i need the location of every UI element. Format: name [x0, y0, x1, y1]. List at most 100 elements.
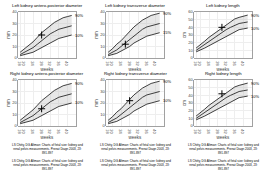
svg-text:30: 30: [12, 21, 17, 26]
svg-text:90%: 90%: [251, 81, 259, 86]
svg-text:10%: 10%: [75, 33, 83, 38]
svg-text:28: 28: [127, 129, 132, 134]
svg-text:40: 40: [64, 61, 69, 66]
svg-text:40: 40: [188, 25, 193, 30]
svg-text:36: 36: [232, 61, 237, 66]
svg-text:LS Chitty, DG Altman: Charts o: LS Chitty, DG Altman: Charts of fetal si…: [188, 143, 259, 155]
svg-text:0: 0: [14, 123, 17, 128]
svg-text:mm: mm: [94, 99, 99, 107]
svg-text:40: 40: [12, 77, 17, 82]
svg-text:20: 20: [12, 32, 17, 37]
svg-text:20: 20: [109, 61, 114, 66]
svg-text:40: 40: [100, 9, 105, 14]
svg-text:28: 28: [127, 61, 132, 66]
svg-text:18: 18: [17, 61, 22, 66]
svg-text:LS Chitty, DG Altman: Charts o: LS Chitty, DG Altman: Charts of fetal si…: [188, 159, 259, 171]
svg-text:90%: 90%: [163, 79, 171, 84]
svg-text:24: 24: [30, 61, 35, 66]
svg-text:40: 40: [152, 129, 157, 134]
svg-text:LS Chitty, DG Altman: Charts o: LS Chitty, DG Altman: Charts of fetal si…: [100, 159, 171, 171]
svg-text:Left kidney transverse diamete: Left kidney transverse diameter: [105, 3, 166, 8]
svg-text:0: 0: [190, 55, 193, 60]
svg-text:40: 40: [188, 93, 193, 98]
svg-text:Right kidney length: Right kidney length: [205, 71, 242, 76]
svg-text:0: 0: [102, 55, 105, 60]
svg-text:90%: 90%: [75, 81, 83, 86]
svg-text:30: 30: [188, 32, 193, 37]
svg-text:50: 50: [188, 85, 193, 90]
svg-text:50: 50: [188, 17, 193, 22]
svg-text:weeks: weeks: [217, 67, 231, 72]
svg-text:LS Chitty, DG Altman: Charts o: LS Chitty, DG Altman: Charts of fetal si…: [100, 143, 171, 155]
svg-text:28: 28: [39, 61, 44, 66]
svg-text:30: 30: [188, 100, 193, 105]
svg-text:40: 40: [240, 61, 245, 66]
svg-text:60: 60: [188, 9, 193, 14]
svg-text:32: 32: [135, 61, 140, 66]
svg-text:10: 10: [188, 48, 193, 53]
svg-text:cm: cm: [182, 100, 187, 106]
svg-text:18: 18: [193, 61, 198, 66]
svg-text:weeks: weeks: [41, 67, 55, 72]
svg-text:40: 40: [12, 9, 17, 14]
svg-text:10: 10: [12, 44, 17, 49]
svg-text:20: 20: [21, 129, 26, 134]
svg-text:36: 36: [232, 129, 237, 134]
svg-text:weeks: weeks: [129, 67, 143, 72]
svg-text:0: 0: [14, 55, 17, 60]
svg-text:90%: 90%: [251, 13, 259, 18]
svg-text:weeks: weeks: [129, 135, 143, 140]
svg-text:Right kidney antero-posterior: Right kidney antero-posterior diameter: [10, 71, 84, 76]
svg-text:36: 36: [144, 129, 149, 134]
svg-text:weeks: weeks: [41, 135, 55, 140]
svg-text:10: 10: [100, 112, 105, 117]
svg-text:32: 32: [47, 61, 52, 66]
svg-text:0: 0: [190, 123, 193, 128]
svg-text:mm: mm: [6, 99, 11, 107]
svg-text:mm: mm: [94, 31, 99, 39]
svg-text:24: 24: [118, 61, 123, 66]
svg-text:40: 40: [100, 77, 105, 82]
svg-text:20: 20: [197, 129, 202, 134]
svg-text:30: 30: [12, 89, 17, 94]
svg-text:15%: 15%: [163, 30, 171, 35]
svg-text:18: 18: [193, 129, 198, 134]
svg-text:36: 36: [56, 129, 61, 134]
svg-text:20: 20: [100, 100, 105, 105]
svg-text:weeks: weeks: [217, 135, 231, 140]
svg-text:Left kidney length: Left kidney length: [206, 3, 240, 8]
svg-text:28: 28: [215, 129, 220, 134]
svg-text:28: 28: [215, 61, 220, 66]
svg-text:0: 0: [102, 123, 105, 128]
svg-text:90%: 90%: [75, 13, 83, 18]
svg-text:24: 24: [206, 61, 211, 66]
svg-text:20: 20: [188, 108, 193, 113]
svg-text:32: 32: [223, 129, 228, 134]
svg-text:10%: 10%: [163, 98, 171, 103]
svg-text:20: 20: [188, 40, 193, 45]
svg-text:LS Chitty, DG Altman: Charts o: LS Chitty, DG Altman: Charts of fetal si…: [12, 159, 83, 171]
svg-text:20: 20: [12, 100, 17, 105]
svg-text:cm: cm: [182, 32, 187, 38]
svg-text:20: 20: [197, 61, 202, 66]
svg-text:mm: mm: [6, 31, 11, 39]
svg-text:32: 32: [223, 61, 228, 66]
svg-text:60: 60: [188, 77, 193, 82]
svg-text:18: 18: [105, 129, 110, 134]
svg-text:40: 40: [240, 129, 245, 134]
svg-text:24: 24: [206, 129, 211, 134]
svg-text:18: 18: [17, 129, 22, 134]
svg-text:24: 24: [30, 129, 35, 134]
svg-text:90%: 90%: [163, 11, 171, 16]
svg-text:28: 28: [39, 129, 44, 134]
svg-text:20: 20: [100, 32, 105, 37]
svg-text:20: 20: [21, 61, 26, 66]
svg-text:10: 10: [100, 44, 105, 49]
svg-text:10: 10: [12, 112, 17, 117]
svg-text:24: 24: [118, 129, 123, 134]
svg-text:30: 30: [100, 21, 105, 26]
svg-text:36: 36: [56, 61, 61, 66]
svg-text:32: 32: [135, 129, 140, 134]
svg-text:32: 32: [47, 129, 52, 134]
svg-text:10%: 10%: [251, 94, 259, 99]
